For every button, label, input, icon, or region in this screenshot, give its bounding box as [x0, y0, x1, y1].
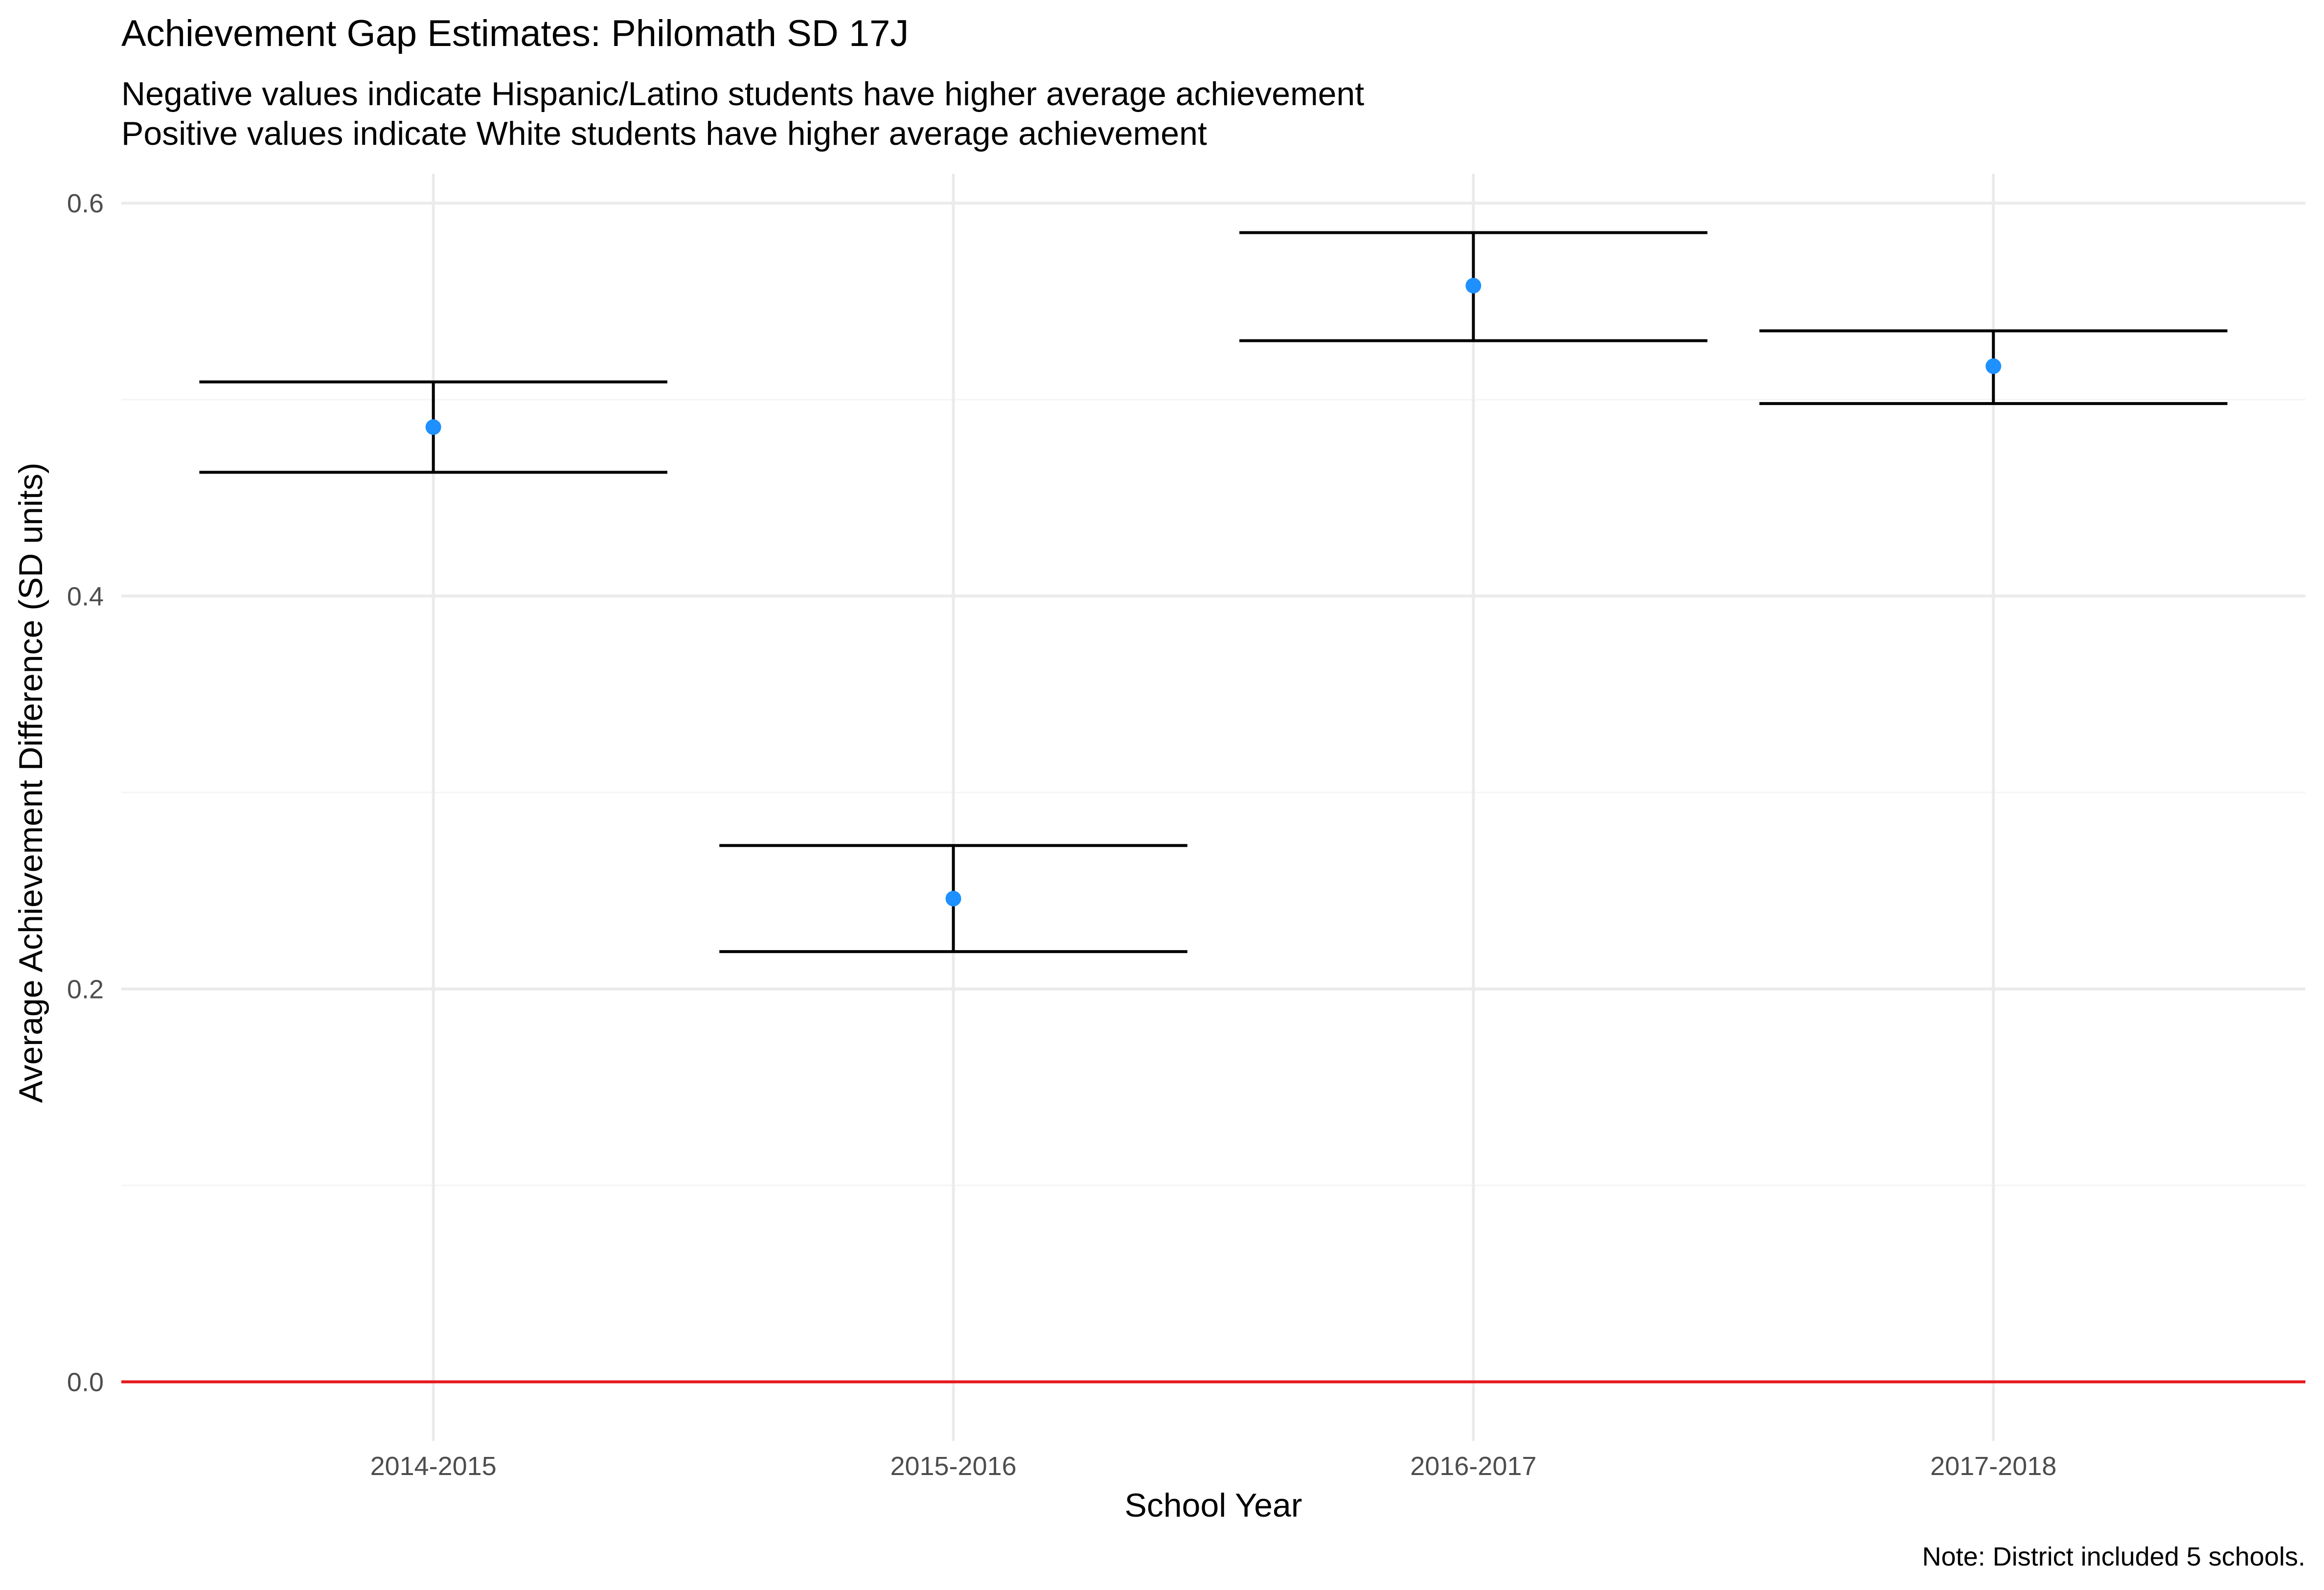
grid-lines [121, 174, 2305, 1441]
data-point [1465, 277, 1481, 294]
x-tick-label: 2014-2015 [370, 1452, 497, 1481]
y-tick-label: 0.4 [67, 582, 104, 611]
x-tick-label: 2015-2016 [890, 1452, 1016, 1481]
y-tick-label: 0.6 [67, 189, 104, 218]
data-points [425, 277, 2002, 907]
data-point [1985, 358, 2002, 374]
x-axis-title: School Year [1125, 1487, 1302, 1524]
chart-caption: Note: District included 5 schools. [1922, 1542, 2305, 1571]
y-axis-title: Average Achievement Difference (SD units… [12, 462, 49, 1103]
chart-subtitle-line-2: Positive values indicate White students … [121, 115, 1207, 152]
y-tick-label: 0.2 [67, 975, 104, 1004]
chart-subtitle-line-1: Negative values indicate Hispanic/Latino… [121, 75, 1364, 113]
x-axis-ticks: 2014-2015 2015-2016 2016-2017 2017-2018 [370, 1452, 2057, 1481]
data-point [425, 419, 441, 435]
y-tick-label: 0.0 [67, 1368, 104, 1397]
x-tick-label: 2017-2018 [1930, 1452, 2056, 1481]
data-point [945, 890, 961, 907]
error-bars [199, 231, 2228, 954]
x-tick-label: 2016-2017 [1410, 1452, 1536, 1481]
y-axis-ticks: 0.0 0.2 0.4 0.6 [67, 189, 104, 1397]
chart-title: Achievement Gap Estimates: Philomath SD … [121, 13, 909, 54]
